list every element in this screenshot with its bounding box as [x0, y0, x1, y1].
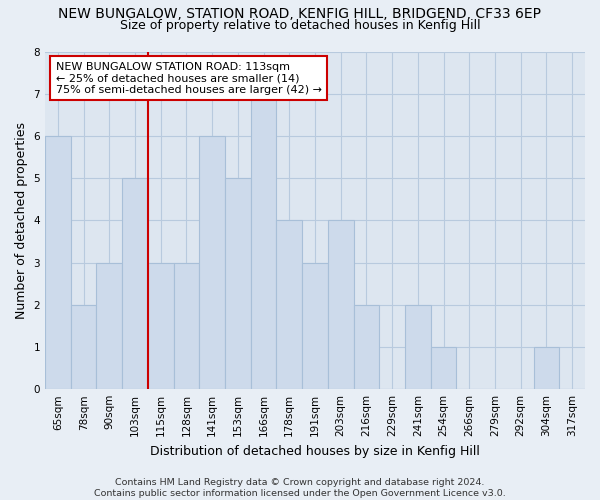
Bar — [225, 178, 251, 389]
Bar — [533, 347, 559, 389]
Y-axis label: Number of detached properties: Number of detached properties — [15, 122, 28, 319]
Bar — [97, 262, 122, 389]
Bar — [251, 94, 277, 389]
Bar — [45, 136, 71, 389]
X-axis label: Distribution of detached houses by size in Kenfig Hill: Distribution of detached houses by size … — [150, 444, 480, 458]
Bar — [122, 178, 148, 389]
Bar — [328, 220, 353, 389]
Bar — [148, 262, 173, 389]
Bar — [173, 262, 199, 389]
Bar — [302, 262, 328, 389]
Bar — [353, 305, 379, 389]
Text: Contains HM Land Registry data © Crown copyright and database right 2024.
Contai: Contains HM Land Registry data © Crown c… — [94, 478, 506, 498]
Bar — [405, 305, 431, 389]
Bar — [277, 220, 302, 389]
Bar — [431, 347, 457, 389]
Bar — [71, 305, 97, 389]
Text: NEW BUNGALOW STATION ROAD: 113sqm
← 25% of detached houses are smaller (14)
75% : NEW BUNGALOW STATION ROAD: 113sqm ← 25% … — [56, 62, 322, 95]
Text: Size of property relative to detached houses in Kenfig Hill: Size of property relative to detached ho… — [119, 18, 481, 32]
Bar — [199, 136, 225, 389]
Text: NEW BUNGALOW, STATION ROAD, KENFIG HILL, BRIDGEND, CF33 6EP: NEW BUNGALOW, STATION ROAD, KENFIG HILL,… — [59, 8, 542, 22]
